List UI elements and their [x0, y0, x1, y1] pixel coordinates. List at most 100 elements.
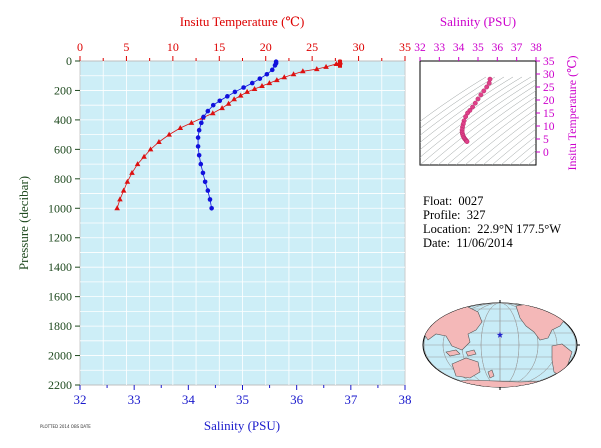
ts-point — [465, 110, 470, 116]
isopycnal-curve — [464, 108, 536, 165]
land-antarctica — [423, 379, 577, 387]
footnote: PLOTTED 2014 OBS DATE — [40, 424, 91, 429]
salinity-point — [200, 170, 206, 176]
left-tick-label: 600 — [54, 142, 72, 156]
salinity-point — [209, 205, 214, 211]
ts-right-tick-label: 10 — [543, 121, 555, 133]
top-tick-label: 35 — [399, 40, 411, 54]
isopycnal-curve — [420, 76, 514, 143]
isopycnal-curve — [428, 84, 536, 165]
ts-point — [475, 96, 481, 102]
bottom-tick-label: 33 — [128, 392, 141, 407]
salinity-point — [257, 76, 263, 81]
temperature-point — [259, 83, 265, 89]
bottom-tick-label: 38 — [399, 392, 412, 407]
temperature-point — [129, 169, 135, 175]
salinity-point — [205, 188, 211, 193]
ts-right-tick-label: 30 — [543, 69, 555, 81]
isopycnal-curve — [437, 90, 536, 165]
ts-point — [487, 76, 493, 82]
left-tick-label: 800 — [54, 172, 72, 186]
top-tick-label: 20 — [260, 40, 272, 54]
ts-right-tick-label: 15 — [543, 108, 555, 120]
temperature-point — [237, 92, 244, 98]
temperature-point — [141, 153, 147, 159]
left-tick-label: 1600 — [48, 290, 72, 304]
salinity-point — [195, 135, 201, 140]
temperature-point — [166, 131, 172, 137]
float-info: Float: 0027 Profile: 327 Location: 22.9°… — [423, 194, 561, 250]
salinity-point — [249, 80, 255, 86]
ts-point — [464, 139, 470, 145]
left-tick-label: 1200 — [48, 231, 72, 245]
salinity-point — [202, 179, 208, 185]
left-tick-label: 2000 — [48, 349, 72, 363]
temperature-point — [225, 100, 232, 106]
ts-point — [478, 92, 484, 98]
temperature-point — [313, 66, 320, 72]
bottom-tick-label: 37 — [344, 392, 358, 407]
isopycnal-curve — [420, 76, 496, 129]
ts-point — [470, 104, 475, 110]
left-tick-label: 200 — [54, 83, 72, 97]
temperature-point — [147, 146, 154, 152]
main-series — [114, 58, 343, 211]
salinity-point — [196, 127, 202, 133]
isopycnal-curve — [473, 115, 536, 165]
salinity-point — [264, 71, 270, 77]
ts-right-tick-label: 25 — [543, 82, 555, 94]
salinity-point — [207, 197, 213, 202]
isopycnal-curve — [420, 76, 532, 158]
ts-top-tick-label: 37 — [511, 42, 523, 54]
top-tick-label: 0 — [77, 40, 83, 54]
ts-point — [481, 88, 487, 94]
left-tick-label: 0 — [66, 54, 72, 68]
land-indonesia — [445, 349, 461, 357]
top-tick-label: 25 — [306, 40, 318, 54]
ts-point — [472, 100, 478, 106]
ts-plot-area — [419, 60, 537, 166]
float-star-icon — [496, 331, 504, 338]
left-tick-label: 1400 — [48, 260, 72, 274]
temperature-point — [251, 85, 258, 91]
float-location-marker — [496, 331, 504, 338]
temperature-point — [120, 187, 127, 193]
main-axes: 0 5 10 15 20 25 30 35 32 33 34 35 36 37 38 0 200 400 600 80… — [48, 40, 412, 407]
top-tick-label: 5 — [123, 40, 129, 54]
land-png — [465, 349, 477, 357]
salinity-point — [201, 114, 206, 120]
isopycnal-curve — [500, 135, 536, 165]
isopycnal-curve — [455, 102, 536, 165]
temperature-point — [231, 96, 237, 102]
ts-right-tick-label: 35 — [543, 56, 555, 68]
top-tick-label: 15 — [213, 40, 225, 54]
left-tick-label: 1000 — [48, 201, 72, 215]
ts-top-axis-title: Salinity (PSU) — [440, 14, 516, 29]
salinity-point — [210, 102, 216, 108]
temperature-point — [333, 60, 340, 66]
ts-isopycnals — [420, 76, 536, 165]
date-row: Date: 11/06/2014 — [423, 236, 513, 250]
temperature-surface-point — [338, 59, 342, 68]
float-row: Float: 0027 — [423, 194, 484, 208]
salinity-point — [225, 94, 230, 99]
top-tick-label: 10 — [167, 40, 179, 54]
temperature-point — [300, 68, 306, 74]
temperature-point — [274, 77, 280, 83]
salinity-point — [217, 98, 223, 104]
bottom-tick-label: 32 — [74, 392, 87, 407]
temperature-point — [244, 88, 250, 94]
isopycnal-curve — [509, 142, 536, 165]
temperature-point — [117, 196, 123, 202]
salinity-point — [205, 108, 211, 114]
isopycnal-curve — [420, 76, 487, 122]
isopycnal-curve — [482, 121, 536, 165]
temperature-point — [219, 105, 225, 111]
top-axis-title: Insitu Temperature (℃) — [180, 14, 305, 29]
ts-top-tick-label: 32 — [414, 42, 426, 54]
ts-series — [459, 76, 493, 145]
ts-top-tick-label: 36 — [492, 42, 504, 54]
location-row: Location: 22.9°N 177.5°W — [423, 222, 562, 236]
temperature-point — [188, 119, 195, 125]
land-australia — [451, 357, 481, 379]
